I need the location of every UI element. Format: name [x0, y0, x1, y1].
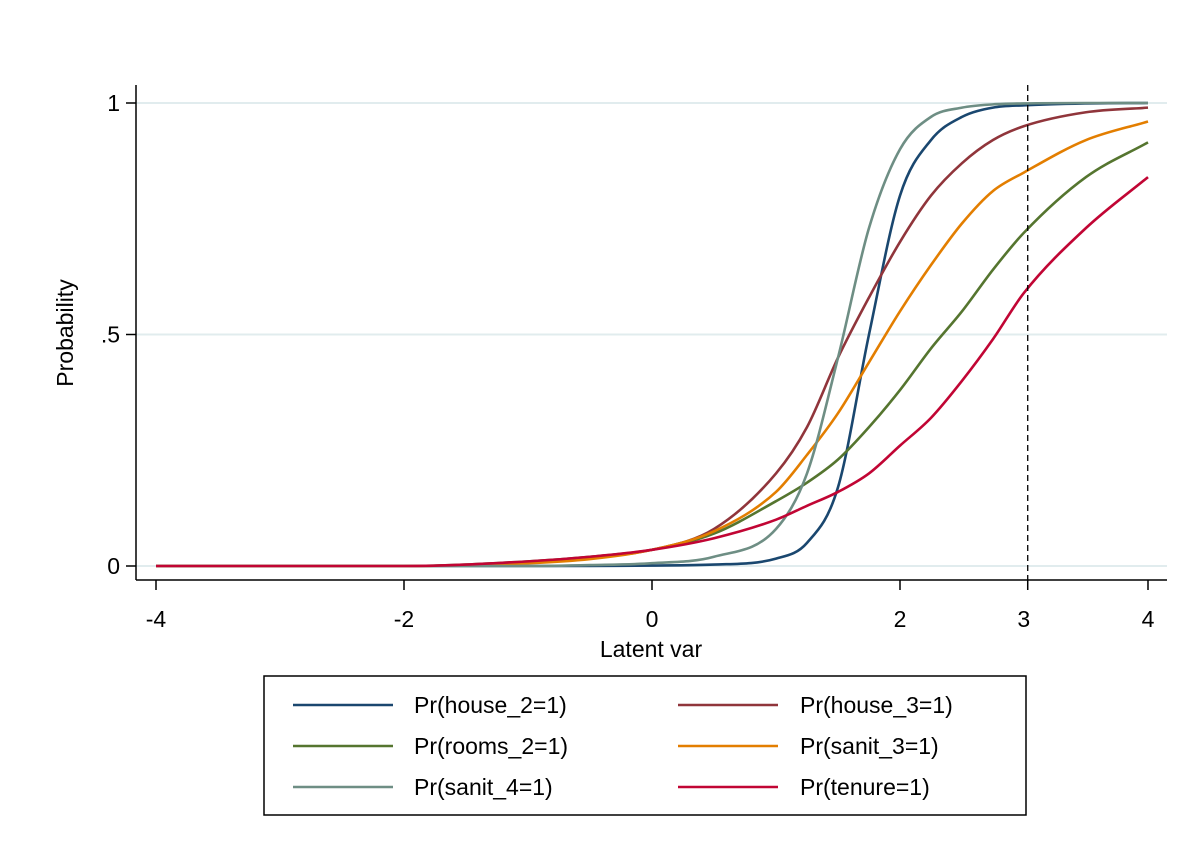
x-tick-label: 0 [646, 606, 659, 632]
x-tick-label: -2 [394, 606, 414, 632]
series-layer [155, 101, 1149, 568]
y-tick-label: 0 [107, 553, 120, 579]
axis-layer: 0 .5 1 -4 -2 0 2 4 [101, 85, 1167, 632]
y-tick-label: .5 [101, 322, 120, 348]
series-line-pr-tenure-1 [155, 176, 1149, 568]
legend-label: Pr(house_2=1) [414, 692, 567, 718]
x-axis-title: Latent var [600, 636, 703, 662]
reference-line-layer: 3 [1017, 85, 1030, 632]
legend: Pr(house_2=1) Pr(house_3=1) Pr(rooms_2=1) P… [263, 675, 1027, 816]
legend-label: Pr(tenure=1) [800, 774, 930, 800]
legend-label: Pr(sanit_4=1) [414, 774, 553, 800]
legend-label: Pr(rooms_2=1) [414, 733, 568, 759]
reference-line-label: 3 [1017, 606, 1030, 632]
legend-label: Pr(house_3=1) [800, 692, 953, 718]
x-tick-label: 4 [1142, 606, 1155, 632]
y-tick-label: 1 [107, 90, 120, 116]
x-tick-label: -4 [146, 606, 167, 632]
y-axis-title: Probability [52, 279, 78, 387]
legend-label: Pr(sanit_3=1) [800, 733, 939, 759]
x-tick-label: 2 [894, 606, 907, 632]
